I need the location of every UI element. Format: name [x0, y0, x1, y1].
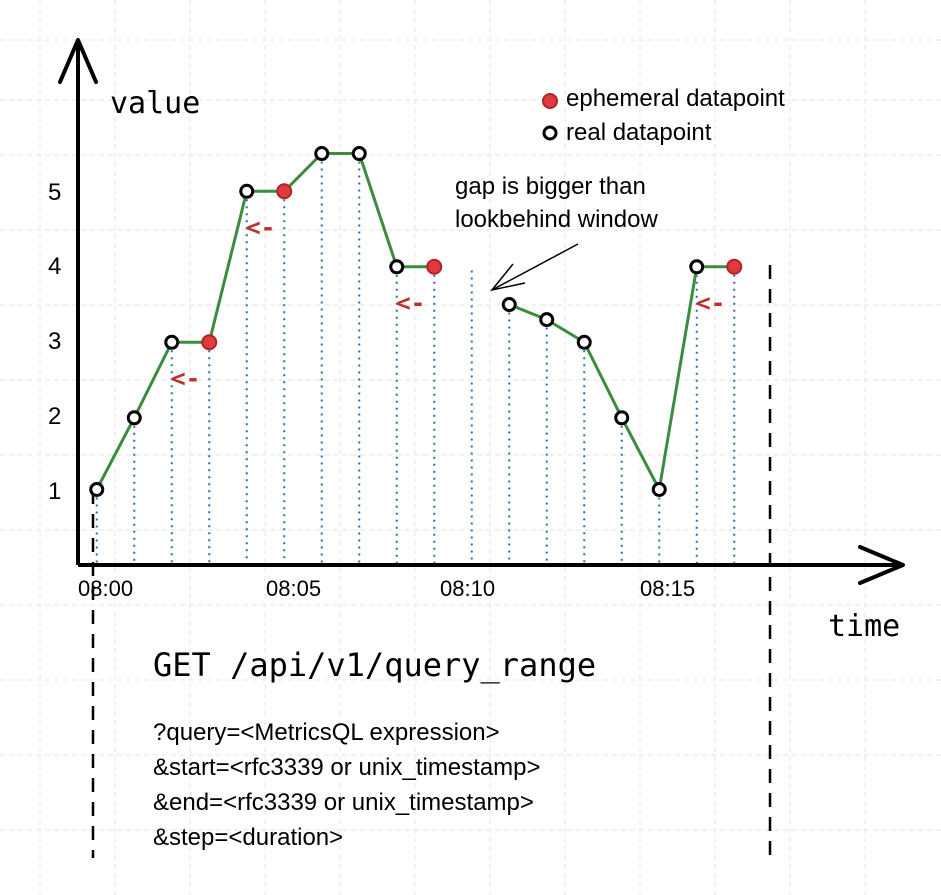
real-datapoint: [576, 334, 592, 350]
data-points: [89, 146, 743, 497]
legend-ephemeral-label: ephemeral datapoint: [566, 85, 785, 112]
y-tick-labels: 1 2 3 4 5: [48, 179, 61, 505]
real-datapoint: [126, 410, 142, 426]
gap-annotation: gap is bigger than lookbehind window: [455, 173, 658, 292]
y-tick-label: 1: [48, 478, 61, 505]
legend-real-label: real datapoint: [566, 119, 712, 146]
lookbehind-arrow-icon: <-: [246, 213, 275, 241]
series-lines: [95, 152, 735, 491]
api-param: &start=<rfc3339 or unix_timestamp>: [153, 754, 541, 781]
x-tick-label: 08:00: [78, 576, 133, 601]
real-datapoint: [164, 334, 180, 350]
api-param: &end=<rfc3339 or unix_timestamp>: [153, 789, 534, 816]
lookbehind-arrows: <- <- <- <-: [171, 213, 725, 392]
x-axis-label: time: [828, 609, 900, 644]
api-request-title: GET /api/v1/query_range: [153, 646, 596, 684]
y-tick-label: 5: [48, 179, 61, 206]
real-datapoint-icon: [542, 125, 558, 141]
ephemeral-datapoint: [426, 258, 443, 275]
real-datapoint: [651, 482, 667, 497]
api-param: &step=<duration>: [153, 824, 343, 851]
annotation-pointer-head-icon: [490, 263, 526, 292]
x-tick-label: 08:15: [640, 576, 695, 601]
y-tick-label: 4: [48, 253, 61, 280]
y-tick-label: 3: [48, 328, 61, 355]
x-tick-label: 08:10: [440, 576, 495, 601]
annotation-line-2: lookbehind window: [455, 206, 658, 233]
annotation-pointer-icon: [491, 243, 579, 291]
lookbehind-arrow-icon: <-: [171, 364, 200, 392]
step-lines: [95, 161, 736, 563]
api-param: ?query=<MetricsQL expression>: [153, 719, 500, 746]
real-datapoint: [239, 183, 255, 199]
real-datapoint: [614, 410, 630, 426]
real-datapoint: [539, 312, 555, 328]
y-tick-label: 2: [48, 403, 61, 430]
y-axis-label: value: [110, 86, 200, 121]
real-datapoint: [389, 259, 405, 275]
ephemeral-datapoint: [201, 334, 218, 351]
real-datapoint: [351, 146, 367, 162]
ephemeral-datapoint-icon: [542, 93, 558, 109]
y-axis-arrow-icon: [58, 38, 98, 84]
lookbehind-arrow-icon: <-: [696, 289, 725, 317]
legend: ephemeral datapoint real datapoint: [542, 85, 785, 146]
series-line: [95, 152, 435, 491]
lookbehind-arrow-icon: <-: [396, 289, 425, 317]
real-datapoint: [501, 297, 517, 313]
x-axis-arrow-icon: [858, 545, 905, 585]
x-tick-labels: 08:00 08:05 08:10 08:15: [78, 576, 695, 601]
api-request: GET /api/v1/query_range ?query=<MetricsQ…: [153, 646, 596, 851]
real-datapoint: [689, 259, 705, 275]
ephemeral-datapoint: [726, 258, 743, 275]
real-datapoint: [89, 482, 105, 497]
x-tick-label: 08:05: [266, 576, 321, 601]
annotation-line-1: gap is bigger than: [455, 173, 646, 200]
ephemeral-datapoint: [276, 183, 293, 200]
real-datapoint: [314, 146, 330, 162]
